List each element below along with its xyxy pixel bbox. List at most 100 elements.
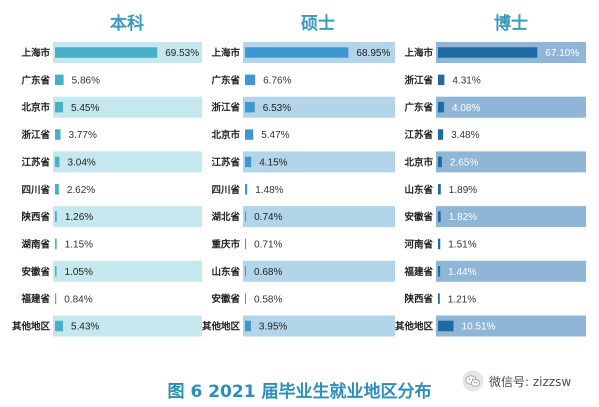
value-label: 0.74% xyxy=(254,212,282,223)
value-label: 3.48% xyxy=(451,130,479,141)
bar xyxy=(245,156,252,168)
category-label: 其他地区 xyxy=(395,321,434,333)
value-label: 1.21% xyxy=(448,294,476,305)
category-label: 福建省 xyxy=(20,293,50,305)
value-label: 5.45% xyxy=(71,103,99,114)
bar xyxy=(245,238,247,250)
panel-title-master: 硕士 xyxy=(301,13,335,34)
bar xyxy=(245,74,256,86)
bar xyxy=(438,266,441,277)
category-label: 江苏省 xyxy=(211,156,240,168)
row-band xyxy=(243,206,395,228)
category-label: 安徽省 xyxy=(211,293,240,305)
value-label: 3.95% xyxy=(259,322,287,333)
category-label: 山东省 xyxy=(211,266,240,278)
bar xyxy=(438,238,441,250)
row-band xyxy=(53,206,202,228)
bar xyxy=(438,320,454,332)
row-band xyxy=(53,315,202,337)
bar xyxy=(55,129,61,140)
category-label: 上海市 xyxy=(21,47,50,59)
value-label: 3.77% xyxy=(69,130,97,141)
value-label: 5.47% xyxy=(261,130,289,141)
row-band xyxy=(243,260,395,282)
category-label: 陕西省 xyxy=(21,211,50,223)
panel-title-undergrad: 本科 xyxy=(110,13,144,34)
bar xyxy=(55,293,57,304)
value-label: 1.48% xyxy=(255,185,283,196)
bar xyxy=(245,47,349,58)
value-label: 4.31% xyxy=(452,75,480,86)
category-label: 广东省 xyxy=(21,74,50,86)
bar xyxy=(438,74,445,86)
category-label: 四川省 xyxy=(21,184,50,196)
value-label: 68.95% xyxy=(356,48,390,59)
bar xyxy=(438,184,441,195)
bar xyxy=(438,101,445,113)
value-label: 1.44% xyxy=(448,267,476,278)
bar xyxy=(245,101,255,113)
category-label: 安徽省 xyxy=(404,211,433,223)
value-label: 1.26% xyxy=(65,212,93,223)
bar xyxy=(438,293,440,304)
value-label: 5.43% xyxy=(71,322,99,333)
category-label: 四川省 xyxy=(211,184,240,196)
row-band xyxy=(436,315,586,337)
category-label: 湖北省 xyxy=(211,211,240,223)
category-label: 江苏省 xyxy=(21,156,50,168)
value-label: 6.53% xyxy=(263,103,291,114)
bar xyxy=(245,266,247,277)
value-label: 4.15% xyxy=(259,158,287,169)
category-label: 山东省 xyxy=(404,184,433,196)
row-band xyxy=(436,260,586,282)
value-label: 1.05% xyxy=(65,267,93,278)
value-label: 0.71% xyxy=(254,240,282,251)
category-label: 安徽省 xyxy=(21,266,50,278)
value-label: 4.08% xyxy=(452,103,480,114)
row-band xyxy=(243,151,395,173)
bar xyxy=(245,211,247,222)
category-label: 其他地区 xyxy=(12,321,51,333)
value-label: 0.84% xyxy=(64,294,92,305)
value-label: 5.86% xyxy=(72,75,100,86)
bar xyxy=(438,156,442,168)
panel-title-doctor: 博士 xyxy=(494,13,528,34)
value-label: 69.53% xyxy=(165,48,199,59)
bar xyxy=(55,238,57,250)
value-label: 1.82% xyxy=(449,212,477,223)
value-label: 2.62% xyxy=(67,185,95,196)
value-label: 1.51% xyxy=(448,240,476,251)
row-band xyxy=(53,151,202,173)
row-band xyxy=(436,206,586,228)
bar xyxy=(55,320,63,332)
category-label: 广东省 xyxy=(404,102,433,114)
bar xyxy=(55,184,59,195)
category-label: 北京市 xyxy=(21,102,50,114)
wechat-icon xyxy=(462,370,484,392)
category-label: 湖南省 xyxy=(21,238,50,250)
category-label: 广东省 xyxy=(211,74,240,86)
figure-caption: 图 6 2021 届毕业生就业地区分布 xyxy=(167,382,432,402)
row-band xyxy=(436,151,586,173)
bar xyxy=(245,184,248,195)
category-label: 浙江省 xyxy=(404,74,433,86)
bar xyxy=(55,74,64,86)
category-label: 浙江省 xyxy=(211,102,240,114)
category-label: 河南省 xyxy=(404,238,433,250)
category-label: 北京市 xyxy=(404,156,433,168)
row-band xyxy=(243,315,395,337)
category-label: 江苏省 xyxy=(404,129,433,141)
row-band xyxy=(436,96,586,118)
value-label: 10.51% xyxy=(462,322,496,333)
watermark-text: 微信号: zizzsw xyxy=(489,374,572,389)
bar xyxy=(55,266,57,277)
category-label: 其他地区 xyxy=(202,321,241,333)
row-band xyxy=(53,260,202,282)
category-label: 陕西省 xyxy=(404,293,433,305)
category-label: 北京市 xyxy=(211,129,240,141)
bar xyxy=(55,47,158,58)
